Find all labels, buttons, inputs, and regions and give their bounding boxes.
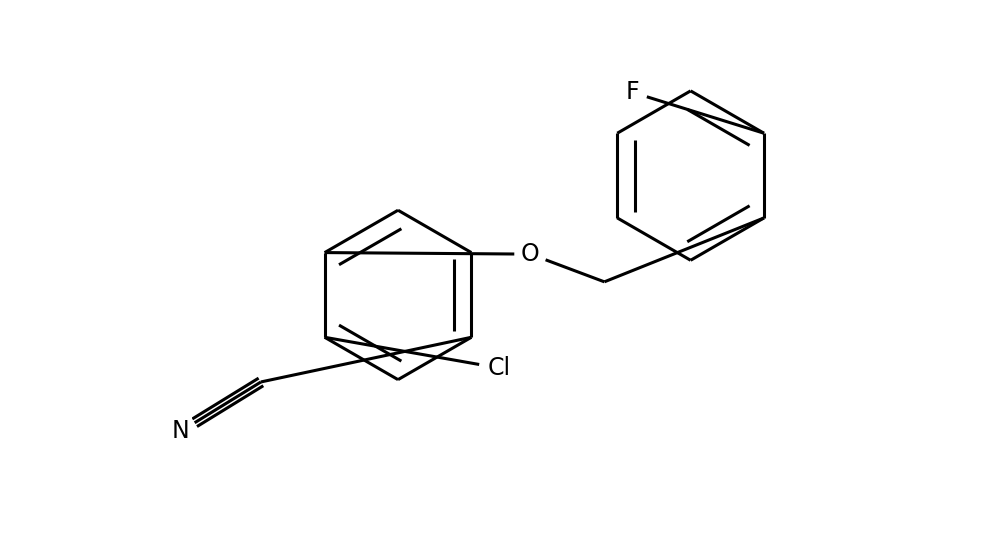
- Text: N: N: [172, 419, 190, 443]
- Text: F: F: [626, 81, 640, 104]
- Text: Cl: Cl: [488, 356, 511, 380]
- Text: O: O: [521, 242, 540, 266]
